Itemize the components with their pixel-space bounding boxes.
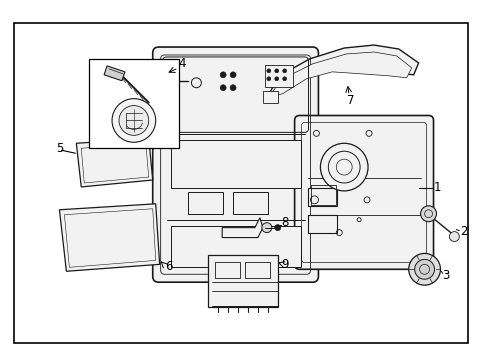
Bar: [265, 65, 293, 87]
Circle shape: [420, 206, 437, 222]
Circle shape: [220, 85, 226, 91]
Bar: [189, 192, 223, 214]
Polygon shape: [265, 45, 418, 100]
Circle shape: [119, 105, 149, 135]
Bar: [215, 262, 240, 278]
Text: 7: 7: [347, 94, 355, 107]
Polygon shape: [222, 218, 263, 238]
Circle shape: [415, 260, 435, 279]
Bar: [89, 59, 178, 148]
Circle shape: [230, 85, 236, 91]
Bar: [263, 91, 278, 103]
Circle shape: [283, 77, 287, 81]
Circle shape: [230, 72, 236, 78]
Text: 2: 2: [460, 225, 468, 238]
Bar: [171, 226, 300, 267]
FancyBboxPatch shape: [153, 47, 318, 282]
Text: 9: 9: [282, 258, 289, 271]
Bar: [208, 255, 278, 307]
Circle shape: [267, 77, 271, 81]
Circle shape: [275, 77, 279, 81]
Bar: [312, 185, 336, 205]
Bar: [308, 188, 337, 206]
Text: 3: 3: [442, 269, 450, 282]
Circle shape: [409, 253, 441, 285]
Circle shape: [112, 99, 156, 142]
Bar: [308, 215, 337, 233]
Polygon shape: [76, 138, 153, 187]
Text: 1: 1: [434, 181, 441, 194]
Circle shape: [220, 72, 226, 78]
Polygon shape: [104, 66, 125, 81]
Bar: [171, 140, 300, 188]
Circle shape: [449, 231, 459, 242]
Bar: [233, 192, 268, 214]
Circle shape: [275, 69, 279, 73]
FancyBboxPatch shape: [294, 116, 434, 269]
Circle shape: [283, 69, 287, 73]
Circle shape: [320, 143, 368, 191]
Text: 4: 4: [178, 57, 186, 71]
Circle shape: [262, 223, 272, 233]
Polygon shape: [59, 204, 160, 271]
Bar: [245, 262, 270, 278]
Text: 6: 6: [165, 260, 172, 273]
Text: 5: 5: [56, 142, 64, 155]
Text: 8: 8: [282, 216, 289, 229]
Circle shape: [267, 69, 271, 73]
Circle shape: [275, 225, 281, 231]
Bar: [14, 23, 468, 343]
Polygon shape: [268, 52, 412, 98]
